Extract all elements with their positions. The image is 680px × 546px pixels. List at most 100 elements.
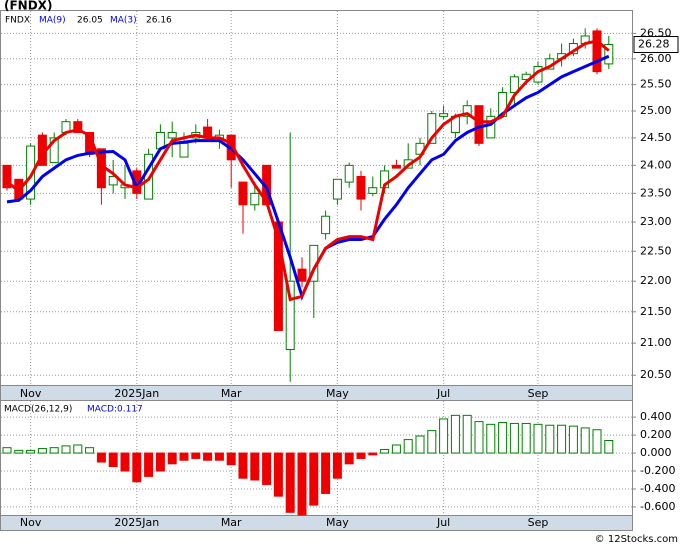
macd-bar (144, 452, 154, 477)
footer: © 12Stocks.com (595, 534, 678, 545)
y-tick-label: 22.50 (640, 244, 672, 257)
macd-bar (391, 444, 401, 454)
macd-bar (37, 448, 47, 454)
macd-bar (462, 414, 472, 454)
candle-body (474, 105, 484, 144)
candle-body (439, 113, 449, 117)
x-tick-label: May (326, 387, 349, 400)
y-tick-label: 25.50 (640, 78, 672, 91)
y-tick-label: 0.000 (640, 446, 672, 459)
macd-bar (132, 452, 142, 483)
x-tick-label: Sep (528, 516, 549, 529)
legend-label: MA(3) (110, 16, 137, 26)
macd-bar (450, 414, 460, 454)
macd-bar (557, 424, 567, 454)
legend-value: 26.16 (146, 16, 172, 26)
candle-body (238, 181, 248, 206)
candle-body (26, 145, 36, 200)
legend: FNDX MA(9) 26.05 MA(3) 26.16 MACD(26,12,… (4, 16, 172, 415)
candle-body (285, 280, 295, 350)
macd-bar (191, 452, 201, 459)
y-tick-label: 0.400 (640, 410, 672, 423)
macd-bar (545, 424, 555, 454)
x-axis-strip (0, 515, 633, 531)
candle-body (297, 268, 307, 282)
macd-bar (380, 448, 390, 454)
macd-bar (321, 452, 331, 494)
macd-bar (533, 423, 543, 454)
macd-bar (309, 452, 319, 506)
x-tick-label: Sep (528, 387, 549, 400)
macd-bar (108, 452, 118, 468)
macd-bar (120, 452, 130, 472)
candle-body (49, 137, 59, 164)
y-tick-label: 21.00 (640, 336, 672, 349)
y-tick-label: 21.50 (640, 305, 672, 318)
macd-bar (521, 422, 531, 454)
candle-body (332, 178, 342, 200)
chart-title: (FNDX) (4, 0, 52, 13)
macd-bar (155, 452, 165, 472)
macd-bar (474, 421, 484, 454)
candle-body (368, 187, 378, 194)
y-tick-label: 20.50 (640, 368, 672, 381)
macd-bar (439, 418, 449, 454)
legend-value: 26.05 (77, 16, 103, 26)
x-tick-label: Nov (20, 387, 42, 400)
macd-bar (26, 449, 36, 454)
macd-bar (332, 452, 342, 479)
candle-body (179, 142, 189, 158)
macd-bar (486, 423, 496, 454)
macd-bar (580, 427, 590, 454)
y-tick-label: -0.200 (640, 464, 675, 477)
candle-body (486, 115, 496, 139)
macd-bar (592, 429, 602, 454)
macd-bar (238, 452, 248, 479)
macd-bar (226, 452, 236, 466)
macd-bar (568, 425, 578, 454)
macd-bar (73, 444, 83, 454)
candle-body (73, 121, 83, 133)
y-tick-label: 22.00 (640, 274, 672, 287)
y-tick-label: 25.00 (640, 104, 672, 117)
macd-bar (509, 422, 519, 454)
candle-body (391, 164, 401, 169)
macd-bar (415, 435, 425, 454)
candle-body (250, 192, 260, 206)
candle-body (108, 175, 118, 186)
macd-bar (604, 439, 614, 454)
x-tick-label: Nov (20, 516, 42, 529)
macd-bar (297, 452, 307, 516)
price-panel (0, 10, 633, 386)
macd-bar (2, 447, 12, 454)
macd-bar (203, 452, 213, 461)
y-tick-label: 23.50 (640, 186, 672, 199)
macd-bar (356, 452, 366, 459)
macd-bar (285, 452, 295, 513)
macd-bar (179, 452, 189, 461)
last-price-badge (633, 36, 679, 54)
x-tick-label: 2025Jan (114, 387, 159, 400)
candle-body (604, 44, 614, 65)
y-tick-label: 0.200 (640, 428, 672, 441)
macd-bar (96, 452, 106, 463)
macd-bar (344, 452, 354, 465)
y-tick-label: -0.600 (640, 500, 675, 513)
y-tick-label: -0.400 (640, 482, 675, 495)
candle-body (427, 113, 437, 144)
y-tick-label: 26.00 (640, 52, 672, 65)
y-tick-label: 24.50 (640, 131, 672, 144)
macd-bar (427, 430, 437, 454)
y-tick-label: 23.00 (640, 215, 672, 228)
candle-body (509, 76, 519, 93)
x-tick-label: Jul (436, 516, 450, 529)
macd-bar (262, 452, 272, 485)
x-tick-label: May (326, 516, 349, 529)
legend-symbol: FNDX (5, 16, 30, 26)
macd-bar (273, 452, 283, 497)
macd-bar (214, 452, 224, 461)
x-tick-label: 2025Jan (114, 516, 159, 529)
ma-line (6, 39, 610, 302)
candle-body (344, 164, 354, 183)
